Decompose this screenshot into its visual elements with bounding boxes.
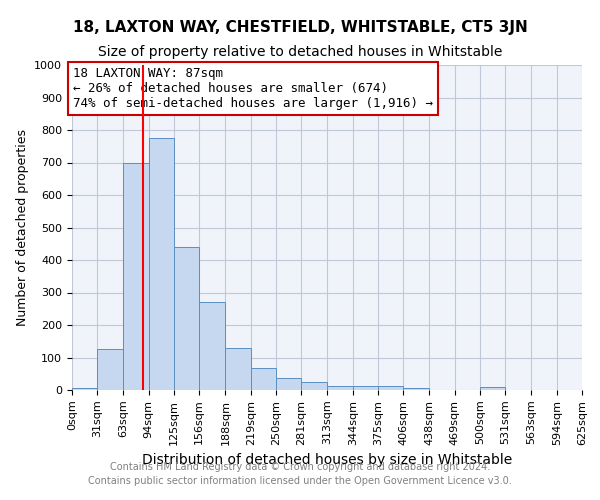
Text: Size of property relative to detached houses in Whitstable: Size of property relative to detached ho… [98,45,502,59]
Bar [149,138,174,390]
Bar [124,162,149,390]
Bar [226,348,251,390]
Text: 18 LAXTON WAY: 87sqm
← 26% of detached houses are smaller (674)
74% of semi-deta: 18 LAXTON WAY: 87sqm ← 26% of detached h… [73,66,433,110]
Bar [328,386,353,390]
Bar [97,350,124,390]
Bar [174,247,199,390]
Bar [353,386,378,390]
Bar [72,388,97,390]
Bar [276,378,301,390]
Text: Contains public sector information licensed under the Open Government Licence v3: Contains public sector information licen… [88,476,512,486]
Text: Contains HM Land Registry data © Crown copyright and database right 2024.: Contains HM Land Registry data © Crown c… [110,462,490,472]
Bar [301,382,328,390]
X-axis label: Distribution of detached houses by size in Whitstable: Distribution of detached houses by size … [142,453,512,467]
Bar [251,368,276,390]
Bar [480,388,505,390]
Text: 18, LAXTON WAY, CHESTFIELD, WHITSTABLE, CT5 3JN: 18, LAXTON WAY, CHESTFIELD, WHITSTABLE, … [73,20,527,35]
Bar [403,388,430,390]
Bar [378,386,403,390]
Bar [199,302,226,390]
Y-axis label: Number of detached properties: Number of detached properties [16,129,29,326]
